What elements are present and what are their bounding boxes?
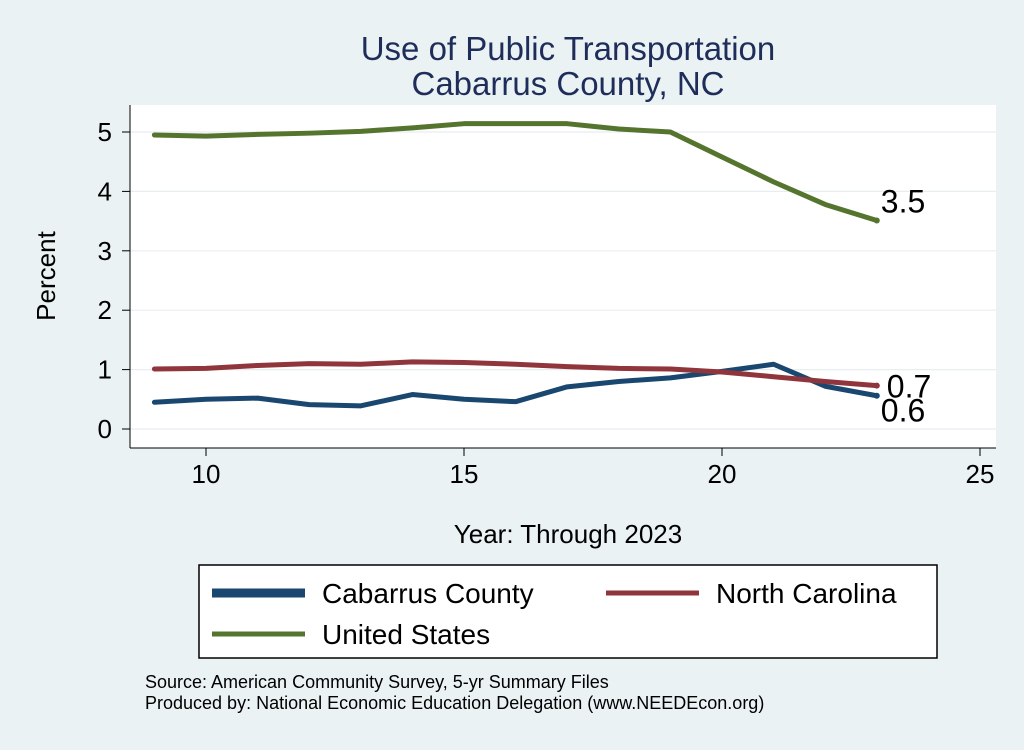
y-tick-label-5: 5: [98, 117, 112, 147]
grid-lines: [130, 131, 996, 430]
x-tick-label-15: 15: [450, 459, 479, 489]
y-tick-label-0: 0: [98, 414, 112, 444]
x-axis-label: Year: Through 2023: [454, 519, 682, 549]
end-label-north-carolina: 0.7: [887, 369, 931, 405]
x-tick-label-20: 20: [708, 459, 737, 489]
legend: Cabarrus County North Carolina United Stat…: [212, 578, 897, 650]
legend-label-cabarrus-county: Cabarrus County: [322, 578, 534, 609]
end-label-cabarrus-county: 0.6: [881, 393, 925, 429]
end-point-cabarrus-county: [873, 392, 880, 399]
y-axis-ticks: 0 1 2 3 4 5: [98, 117, 130, 444]
end-labels: 0.60.7 3.5: [881, 184, 931, 429]
series-line-united-states: [151, 121, 880, 224]
series-lines: [151, 121, 880, 409]
x-axis-ticks: 10 15 20 25: [192, 448, 995, 489]
y-tick-label-2: 2: [98, 295, 112, 325]
series-line-north-carolina: [151, 359, 880, 389]
y-tick-label-4: 4: [98, 176, 112, 206]
legend-label-united-states: United States: [322, 619, 490, 650]
end-label-united-states: 3.5: [881, 184, 925, 220]
chart-title: Use of Public Transportation: [361, 30, 776, 67]
chart-subtitle: Cabarrus County, NC: [411, 65, 724, 102]
end-point-north-carolina: [873, 382, 880, 389]
y-axis-label: Percent: [31, 230, 61, 320]
y-tick-label-1: 1: [98, 355, 112, 385]
produced-by-note: Produced by: National Economic Education…: [145, 693, 765, 713]
source-note: Source: American Community Survey, 5-yr …: [145, 672, 609, 692]
end-point-united-states: [873, 217, 880, 224]
y-tick-label-3: 3: [98, 236, 112, 266]
x-tick-label-25: 25: [966, 459, 995, 489]
legend-box: [198, 564, 938, 659]
series-line-cabarrus-county: [151, 361, 880, 409]
x-tick-label-10: 10: [192, 459, 221, 489]
legend-label-north-carolina: North Carolina: [716, 578, 897, 609]
